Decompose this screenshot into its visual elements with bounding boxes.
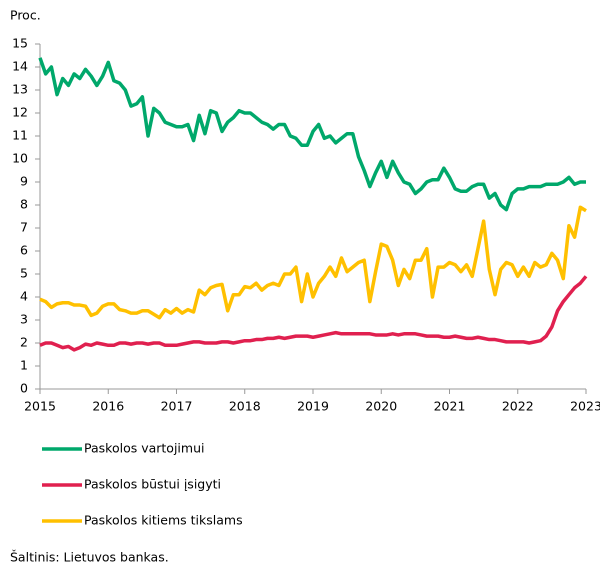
x-tick-label: 2015 (24, 399, 56, 414)
y-tick-label: 10 (12, 151, 28, 166)
x-tick-label: 2023 (570, 399, 600, 414)
source: Šaltinis: Lietuvos bankas. (10, 550, 169, 565)
y-tick-label: 8 (20, 197, 28, 212)
x-tick-label: 2021 (434, 399, 466, 414)
x-tick-label: 2017 (161, 399, 193, 414)
legend-label: Paskolos būstui įsigyti (84, 477, 221, 492)
x-tick-label: 2016 (92, 399, 124, 414)
series-line (38, 57, 586, 212)
y-tick-label: 11 (12, 128, 28, 143)
y-tick-label: 3 (20, 312, 28, 327)
y-unit-label: Proc. (10, 8, 41, 23)
series-line (39, 205, 587, 320)
y-tick-label: 1 (20, 358, 28, 373)
x-tick-label: 2018 (229, 399, 261, 414)
legend-label: Paskolos kitiems tikslams (84, 513, 243, 528)
y-tick-label: 15 (12, 36, 28, 51)
y-tick-label: 4 (20, 289, 28, 304)
x-tick-label: 2019 (297, 399, 329, 414)
y-tick-label: 12 (12, 105, 28, 120)
x-tick-label: 2020 (365, 399, 397, 414)
y-tick-label: 14 (12, 59, 28, 74)
y-tick-label: 9 (20, 174, 28, 189)
y-tick-label: 7 (20, 220, 28, 235)
y-tick-label: 6 (20, 243, 28, 258)
x-tick-label: 2022 (502, 399, 534, 414)
y-tick-label: 2 (20, 335, 28, 350)
y-tick-label: 0 (20, 381, 28, 396)
y-tick-label: 5 (20, 266, 28, 281)
y-tick-label: 13 (12, 82, 28, 97)
series-line (39, 275, 588, 352)
legend-label: Paskolos vartojimui (84, 441, 204, 456)
